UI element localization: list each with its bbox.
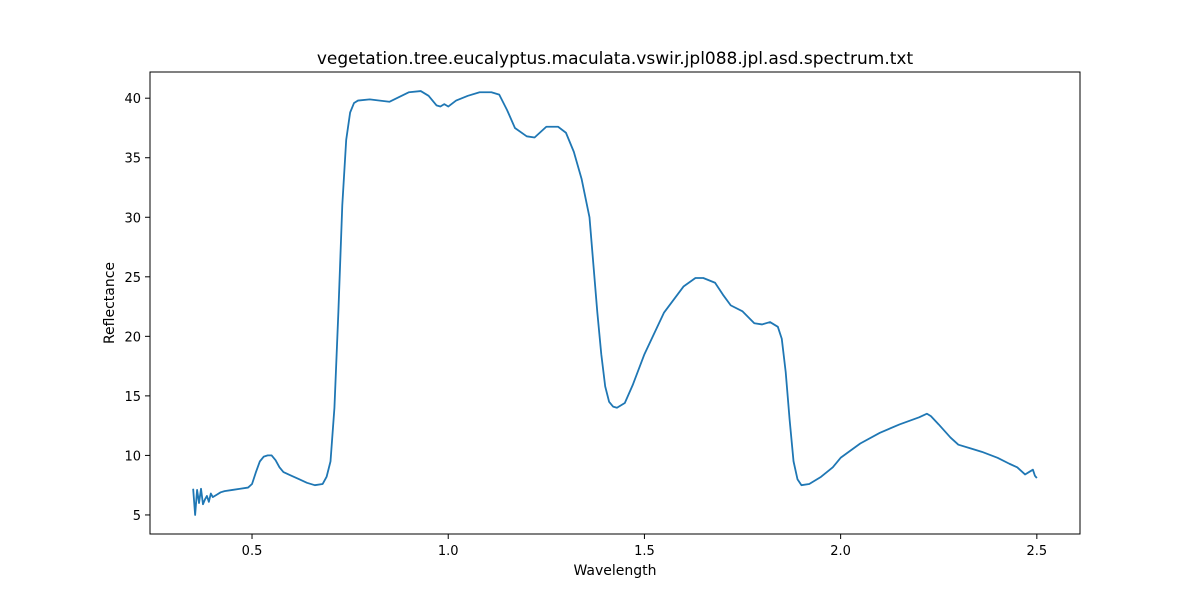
y-tick-label: 15	[124, 390, 141, 405]
x-tick-label: 2.0	[830, 544, 851, 559]
x-axis-label: Wavelength	[573, 563, 656, 579]
y-tick-label: 35	[124, 152, 141, 167]
plot-frame	[149, 71, 1081, 535]
plot-area	[150, 72, 1080, 534]
y-axis-label: Reflectance	[102, 262, 118, 344]
y-axis-ticks: 5 10 15 20 25 30 35 40	[124, 92, 150, 524]
series-line	[192, 90, 1038, 516]
y-tick-label: 5	[133, 509, 141, 524]
y-tick-label: 30	[124, 211, 141, 226]
x-tick-label: 1.5	[634, 544, 655, 559]
y-tick-label: 10	[124, 449, 141, 464]
x-axis-ticks: 0.5 1.0 1.5 2.0 2.5	[242, 534, 1047, 559]
x-tick-label: 0.5	[242, 544, 263, 559]
y-tick-label: 20	[124, 330, 141, 345]
y-tick-label: 25	[124, 271, 141, 286]
y-tick-label: 40	[124, 92, 141, 107]
x-tick-label: 1.0	[438, 544, 459, 559]
x-tick-label: 2.5	[1026, 544, 1047, 559]
chart-title: vegetation.tree.eucalyptus.maculata.vswi…	[317, 49, 914, 69]
